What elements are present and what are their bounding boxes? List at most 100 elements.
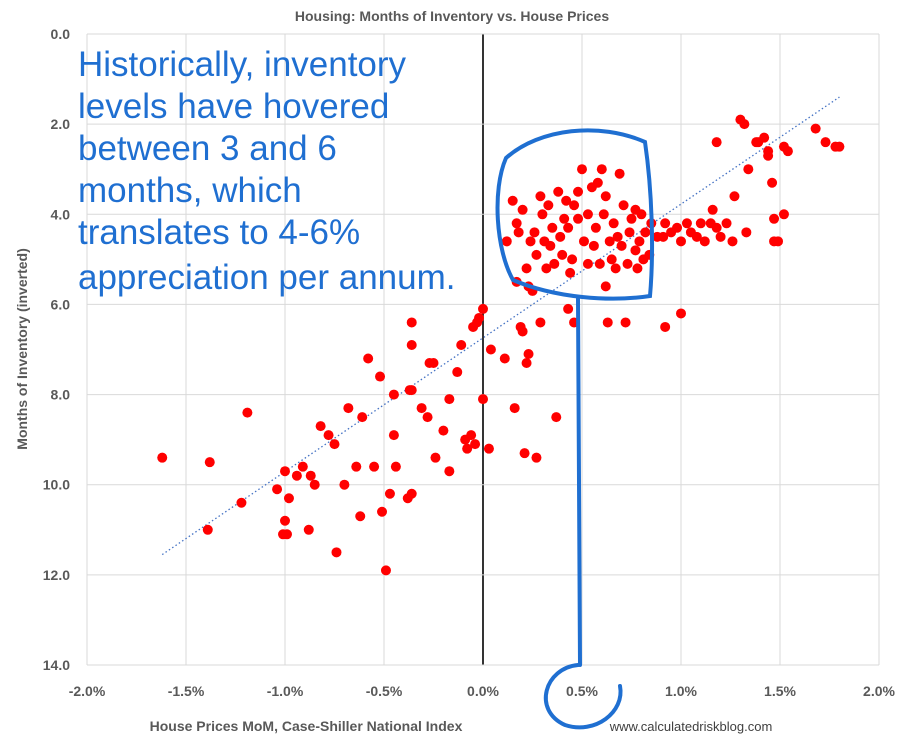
- x-axis-label: House Prices MoM, Case-Shiller National …: [150, 718, 463, 734]
- scatter-point: [582, 209, 593, 220]
- scatter-point: [778, 209, 789, 220]
- scatter-point: [380, 565, 391, 576]
- scatter-point: [406, 488, 417, 499]
- scatter-point: [559, 213, 570, 224]
- scatter-point: [329, 439, 340, 450]
- scatter-point: [483, 443, 494, 454]
- scatter-point: [557, 249, 568, 260]
- x-tick-label: -1.0%: [267, 683, 304, 699]
- scatter-point: [375, 371, 386, 382]
- x-tick-labels: -2.0% -1.5% -1.0% -0.5% 0.0% 0.5% 1.0% 1.5% 2.0%: [69, 683, 896, 699]
- scatter-point: [390, 461, 401, 472]
- scatter-point: [157, 452, 168, 463]
- scatter-point: [281, 529, 292, 540]
- scatter-point: [590, 222, 601, 233]
- scatter-point: [569, 200, 580, 211]
- scatter-point: [242, 407, 253, 418]
- scatter-point: [478, 394, 488, 405]
- annotation-line: between 3 and 6: [78, 129, 337, 168]
- scatter-point: [582, 258, 593, 269]
- scatter-point: [711, 137, 722, 148]
- scatter-point: [305, 470, 316, 481]
- scatter-point: [355, 511, 366, 522]
- scatter-point: [280, 466, 290, 477]
- scatter-point: [691, 231, 702, 242]
- scatter-point: [707, 204, 718, 215]
- scatter-point: [462, 443, 473, 454]
- scatter-point: [676, 308, 686, 319]
- scatter-point: [507, 195, 518, 206]
- scatter-point: [343, 403, 354, 414]
- scatter-point: [567, 254, 578, 265]
- scatter-point: [606, 254, 617, 265]
- scatter-point: [204, 457, 215, 468]
- scatter-point: [406, 339, 417, 350]
- scatter-point: [820, 137, 831, 148]
- scatter-point: [531, 249, 542, 260]
- scatter-point: [612, 231, 623, 242]
- scatter-point: [715, 231, 726, 242]
- y-axis-label: Months of Inventory (inverted): [14, 248, 30, 449]
- scatter-point: [573, 186, 584, 197]
- scatter-point: [474, 312, 485, 323]
- scatter-point: [600, 281, 611, 292]
- data-points: [157, 114, 845, 576]
- annotation-line: translates to 4-6%: [78, 213, 360, 252]
- scatter-point: [272, 484, 283, 495]
- scatter-point: [485, 344, 496, 355]
- scatter-point: [739, 119, 750, 130]
- scatter-point: [369, 461, 380, 472]
- scatter-point: [202, 524, 213, 535]
- scatter-point: [660, 218, 671, 229]
- trendline-path: [161, 96, 840, 556]
- scatter-point: [501, 236, 512, 247]
- scatter-point: [511, 218, 522, 229]
- scatter-point: [596, 164, 607, 175]
- scatter-point: [406, 385, 417, 396]
- chart-title: Housing: Months of Inventory vs. House P…: [295, 8, 609, 24]
- scatter-point: [618, 200, 629, 211]
- scatter-point: [773, 236, 784, 247]
- scatter-point: [549, 258, 560, 269]
- y-tick-label: 6.0: [51, 296, 71, 312]
- scatter-point: [543, 200, 554, 211]
- scatter-point: [521, 358, 532, 369]
- scatter-point: [547, 222, 558, 233]
- source-credit: www.calculatedriskblog.com: [609, 719, 773, 734]
- scatter-point: [283, 493, 294, 504]
- y-tick-label: 2.0: [51, 116, 71, 132]
- x-tick-label: 2.0%: [863, 683, 895, 699]
- scatter-point: [470, 439, 481, 450]
- x-tick-label: 1.0%: [665, 683, 697, 699]
- scatter-point: [600, 191, 611, 202]
- scatter-point: [727, 236, 738, 247]
- scatter-point: [616, 240, 627, 251]
- scatter-point: [422, 412, 433, 423]
- scatter-point: [357, 412, 368, 423]
- scatter-point: [428, 358, 439, 369]
- scatter-point: [529, 227, 540, 238]
- scatter-point: [297, 461, 308, 472]
- scatter-point: [782, 146, 793, 157]
- y-tick-label: 12.0: [43, 567, 70, 583]
- scatter-point: [384, 488, 395, 499]
- scatter-point: [351, 461, 362, 472]
- scatter-point: [624, 227, 635, 238]
- scatter-point: [588, 240, 599, 251]
- scatter-point: [630, 245, 641, 256]
- scatter-point: [430, 452, 441, 463]
- scatter-point: [323, 430, 334, 441]
- scatter-point: [834, 141, 845, 152]
- scatter-point: [767, 177, 778, 188]
- scatter-point: [626, 213, 637, 224]
- y-tick-label: 10.0: [43, 477, 70, 493]
- scatter-point: [315, 421, 326, 432]
- scatter-point: [388, 389, 399, 400]
- scatter-point: [759, 132, 770, 143]
- annotation-line: levels have hovered: [78, 87, 389, 126]
- scatter-point: [810, 123, 821, 134]
- scatter-point: [634, 236, 645, 247]
- scatter-point: [598, 209, 609, 220]
- x-tick-label: 0.5%: [566, 683, 598, 699]
- y-tick-labels: 0.0 2.0 4.0 6.0 8.0 10.0 12.0 14.0: [43, 26, 70, 673]
